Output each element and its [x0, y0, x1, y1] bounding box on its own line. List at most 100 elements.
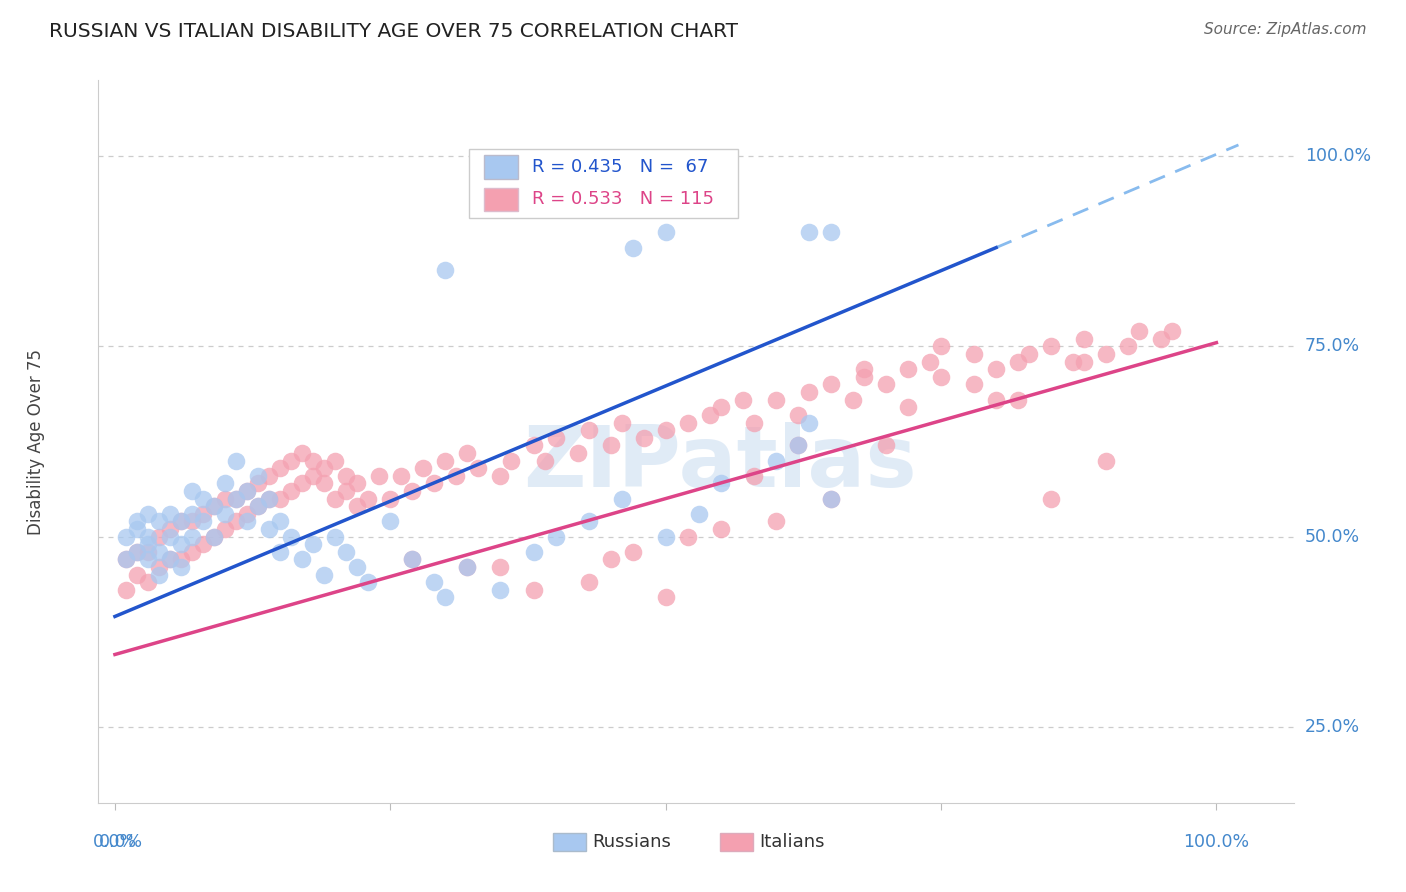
Bar [485, 155, 517, 178]
Point [380, 491, 402, 506]
Point [136, 552, 159, 566]
Point [225, 491, 247, 506]
Point [136, 575, 159, 590]
Point [302, 468, 325, 483]
Point [434, 591, 457, 605]
Point [1073, 354, 1095, 368]
Point [533, 453, 555, 467]
Bar [485, 188, 517, 211]
Point [170, 515, 193, 529]
Point [225, 491, 247, 506]
Point [456, 560, 478, 574]
Point [456, 560, 478, 574]
Point [1116, 339, 1139, 353]
Point [621, 241, 644, 255]
Point [302, 453, 325, 467]
Text: Source: ZipAtlas.com: Source: ZipAtlas.com [1204, 22, 1367, 37]
Point [214, 491, 236, 506]
Point [170, 515, 193, 529]
Point [125, 545, 148, 559]
Point [280, 483, 302, 498]
Point [918, 354, 941, 368]
Point [929, 339, 952, 353]
Point [148, 515, 170, 529]
Point [191, 537, 214, 551]
Point [159, 552, 181, 566]
Point [897, 362, 920, 376]
Point [797, 385, 820, 400]
Point [181, 507, 204, 521]
Point [786, 438, 808, 452]
Point [765, 392, 787, 407]
Point [1095, 347, 1118, 361]
Point [963, 347, 986, 361]
Point [710, 401, 733, 415]
Point [963, 377, 986, 392]
Point [797, 226, 820, 240]
Point [599, 438, 621, 452]
Point [765, 453, 787, 467]
Point [170, 560, 193, 574]
Point [136, 537, 159, 551]
Point [599, 552, 621, 566]
Text: Disability Age Over 75: Disability Age Over 75 [27, 349, 45, 534]
Point [202, 530, 225, 544]
Point [699, 408, 721, 422]
Point [191, 515, 214, 529]
Point [269, 545, 291, 559]
Point [710, 476, 733, 491]
Point [159, 552, 181, 566]
Point [257, 522, 280, 536]
Point [544, 431, 567, 445]
Point [654, 591, 676, 605]
Point [357, 575, 380, 590]
Point [202, 530, 225, 544]
Point [820, 226, 842, 240]
Point [633, 431, 655, 445]
Point [401, 483, 423, 498]
Point [401, 552, 423, 566]
Point [1007, 392, 1029, 407]
Point [191, 507, 214, 521]
Point [567, 446, 589, 460]
Point [269, 461, 291, 475]
Point [765, 515, 787, 529]
Point [610, 416, 633, 430]
Point [181, 515, 204, 529]
Point [159, 522, 181, 536]
Point [191, 491, 214, 506]
Point [236, 483, 259, 498]
Point [578, 423, 600, 437]
Point [314, 567, 336, 582]
Text: 75.0%: 75.0% [1305, 337, 1360, 356]
Point [136, 507, 159, 521]
Point [1073, 332, 1095, 346]
Point [1161, 324, 1184, 338]
Point [280, 530, 302, 544]
Point [1040, 339, 1063, 353]
Point [148, 567, 170, 582]
Point [522, 582, 544, 597]
Point [335, 545, 357, 559]
Point [291, 552, 314, 566]
Point [202, 499, 225, 513]
Point [368, 468, 391, 483]
Point [1150, 332, 1173, 346]
Point [621, 545, 644, 559]
Point [269, 515, 291, 529]
Point [236, 515, 259, 529]
Point [202, 499, 225, 513]
Point [423, 575, 446, 590]
Point [1062, 354, 1084, 368]
Point [501, 453, 523, 467]
Point [1128, 324, 1150, 338]
Point [214, 476, 236, 491]
Point [291, 446, 314, 460]
Point [125, 567, 148, 582]
Point [676, 416, 699, 430]
Point [346, 476, 368, 491]
Text: 50.0%: 50.0% [1305, 527, 1360, 546]
Point [522, 545, 544, 559]
Point [257, 491, 280, 506]
Point [489, 468, 512, 483]
